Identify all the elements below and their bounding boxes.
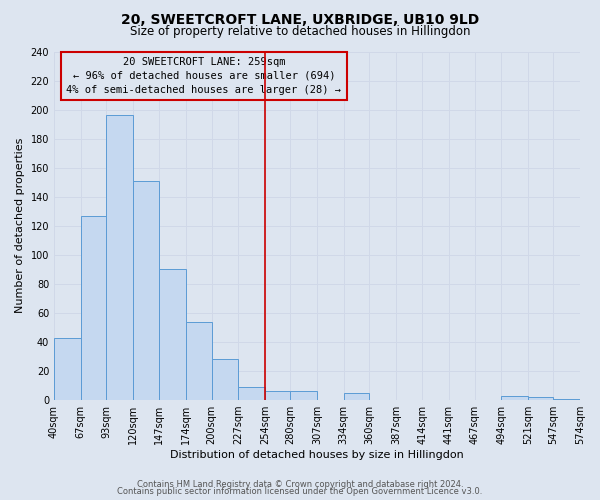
Bar (212, 360, 238, 400)
Bar (80, 216, 106, 400)
Bar (501, 396, 528, 400)
Bar (54, 338, 80, 400)
Bar (238, 387, 265, 400)
Text: 20, SWEETCROFT LANE, UXBRIDGE, UB10 9LD: 20, SWEETCROFT LANE, UXBRIDGE, UB10 9LD (121, 12, 479, 26)
Bar (290, 392, 317, 400)
Text: Contains public sector information licensed under the Open Government Licence v3: Contains public sector information licen… (118, 487, 482, 496)
Bar (528, 397, 553, 400)
Bar (160, 270, 186, 400)
Bar (186, 322, 212, 400)
Bar (344, 393, 369, 400)
Y-axis label: Number of detached properties: Number of detached properties (15, 138, 25, 314)
Bar (106, 116, 133, 400)
Text: Contains HM Land Registry data © Crown copyright and database right 2024.: Contains HM Land Registry data © Crown c… (137, 480, 463, 489)
Bar (133, 181, 160, 400)
Bar (553, 398, 580, 400)
Text: Size of property relative to detached houses in Hillingdon: Size of property relative to detached ho… (130, 25, 470, 38)
X-axis label: Distribution of detached houses by size in Hillingdon: Distribution of detached houses by size … (170, 450, 464, 460)
Text: 20 SWEETCROFT LANE: 259sqm
← 96% of detached houses are smaller (694)
4% of semi: 20 SWEETCROFT LANE: 259sqm ← 96% of deta… (67, 56, 341, 94)
Bar (265, 392, 290, 400)
